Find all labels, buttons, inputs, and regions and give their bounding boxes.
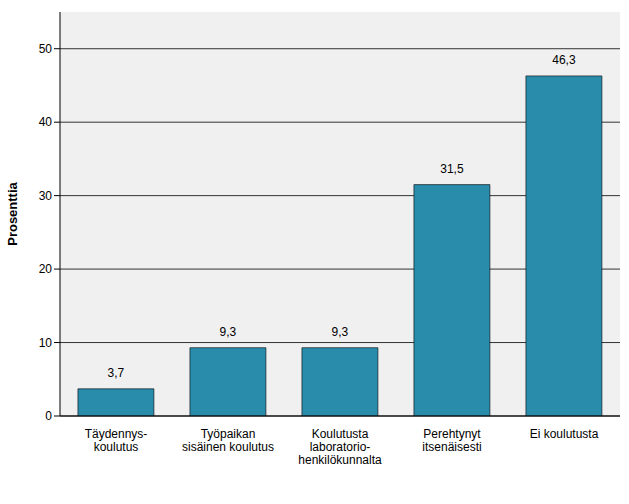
svg-text:Ei koulutusta: Ei koulutusta bbox=[530, 427, 599, 441]
svg-text:10: 10 bbox=[39, 336, 53, 350]
svg-text:Prosenttia: Prosenttia bbox=[8, 181, 20, 245]
svg-text:Koulutustalaboratorio-henkilök: Koulutustalaboratorio-henkilökunnalta bbox=[298, 427, 382, 467]
svg-text:31,5: 31,5 bbox=[440, 162, 464, 176]
svg-text:46,3: 46,3 bbox=[552, 53, 576, 67]
svg-text:9,3: 9,3 bbox=[220, 325, 237, 339]
svg-text:3,7: 3,7 bbox=[108, 366, 125, 380]
svg-text:20: 20 bbox=[39, 262, 53, 276]
svg-text:9,3: 9,3 bbox=[332, 325, 349, 339]
svg-text:Työpaikansisäinen koulutus: Työpaikansisäinen koulutus bbox=[182, 427, 274, 454]
svg-text:30: 30 bbox=[39, 189, 53, 203]
svg-text:40: 40 bbox=[39, 115, 53, 129]
svg-text:Perehtynytitsenäisesti: Perehtynytitsenäisesti bbox=[422, 427, 481, 454]
svg-text:50: 50 bbox=[39, 42, 53, 56]
svg-text:Täydennys-koulutus: Täydennys-koulutus bbox=[85, 427, 148, 454]
svg-text:0: 0 bbox=[45, 409, 52, 423]
